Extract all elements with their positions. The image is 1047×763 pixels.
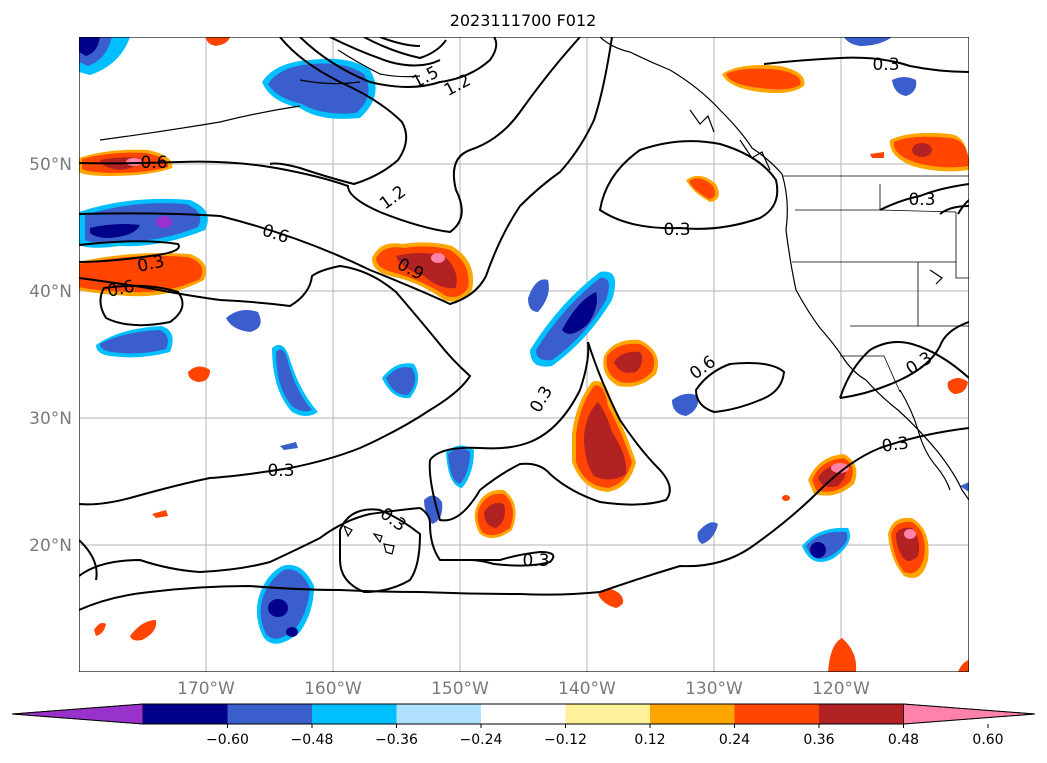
- colorbar-tick-label: −0.36: [375, 732, 418, 748]
- negative-anomaly-patches: [79, 37, 969, 644]
- colorbar-segment: [227, 704, 313, 724]
- lon-label: 130°W: [685, 679, 743, 699]
- colorbar-tick-label: 0.36: [803, 732, 834, 748]
- contour-label: 0.3: [881, 433, 911, 457]
- colorbar-segment: [396, 704, 482, 724]
- lat-label: 50°N: [29, 155, 72, 175]
- map-area: 1.5 1.2 0.6 1.2 0.3 0.6 0.3 0.9 0.6 0.3 …: [79, 37, 969, 672]
- contour-lines: [79, 37, 969, 611]
- colorbar-tick-label: 0.48: [888, 732, 919, 748]
- contour-label: 0.6: [140, 153, 167, 173]
- contour-label: 0.3: [522, 551, 549, 571]
- colorbar-segment: [481, 704, 566, 724]
- lon-label: 160°W: [304, 679, 362, 699]
- colorbar-tick-label: 0.24: [719, 732, 750, 748]
- colorbar-tick-label: 0.60: [972, 732, 1003, 748]
- coastlines: [99, 37, 969, 555]
- colorbar-tick-label: −0.60: [206, 732, 249, 748]
- lon-label: 150°W: [431, 679, 489, 699]
- colorbar-tick-label: −0.12: [544, 732, 587, 748]
- lat-label: 30°N: [29, 409, 72, 429]
- state-borders: [782, 175, 969, 393]
- colorbar-segment: [312, 704, 397, 724]
- colorbar-tick-label: −0.24: [460, 732, 503, 748]
- contour-label: 0.3: [908, 190, 935, 210]
- contour-label: 0.3: [872, 55, 899, 75]
- colorbar-segment: [734, 704, 820, 724]
- colorbar-tick-label: 0.12: [634, 732, 665, 748]
- contour-label: 0.3: [267, 461, 294, 481]
- colorbar-extend-min: [11, 703, 144, 725]
- colorbar: −0.60 −0.48 −0.36 −0.24 −0.12 0.12 0.24 0.36 0.4…: [11, 703, 1036, 748]
- colorbar-extend-max: [903, 703, 1036, 725]
- lon-label: 120°W: [812, 679, 870, 699]
- contour-label: 0.3: [663, 220, 690, 240]
- lat-label: 20°N: [29, 536, 72, 556]
- colorbar-tick-label: −0.48: [291, 732, 334, 748]
- colorbar-outline: [11, 703, 1036, 725]
- longitude-labels: 170°W 160°W 150°W 140°W 130°W 120°W: [177, 679, 870, 699]
- colorbar-segment: [650, 704, 735, 724]
- latitude-labels: 50°N 40°N 30°N 20°N: [29, 155, 72, 556]
- figure-title: 2023111700 F012: [450, 11, 597, 30]
- lat-label: 40°N: [29, 282, 72, 302]
- lon-label: 140°W: [558, 679, 616, 699]
- colorbar-segment: [143, 704, 228, 724]
- lon-label: 170°W: [177, 679, 235, 699]
- colorbar-segment: [819, 704, 904, 724]
- colorbar-segment: [565, 704, 651, 724]
- positive-anomaly-patches: [79, 37, 969, 672]
